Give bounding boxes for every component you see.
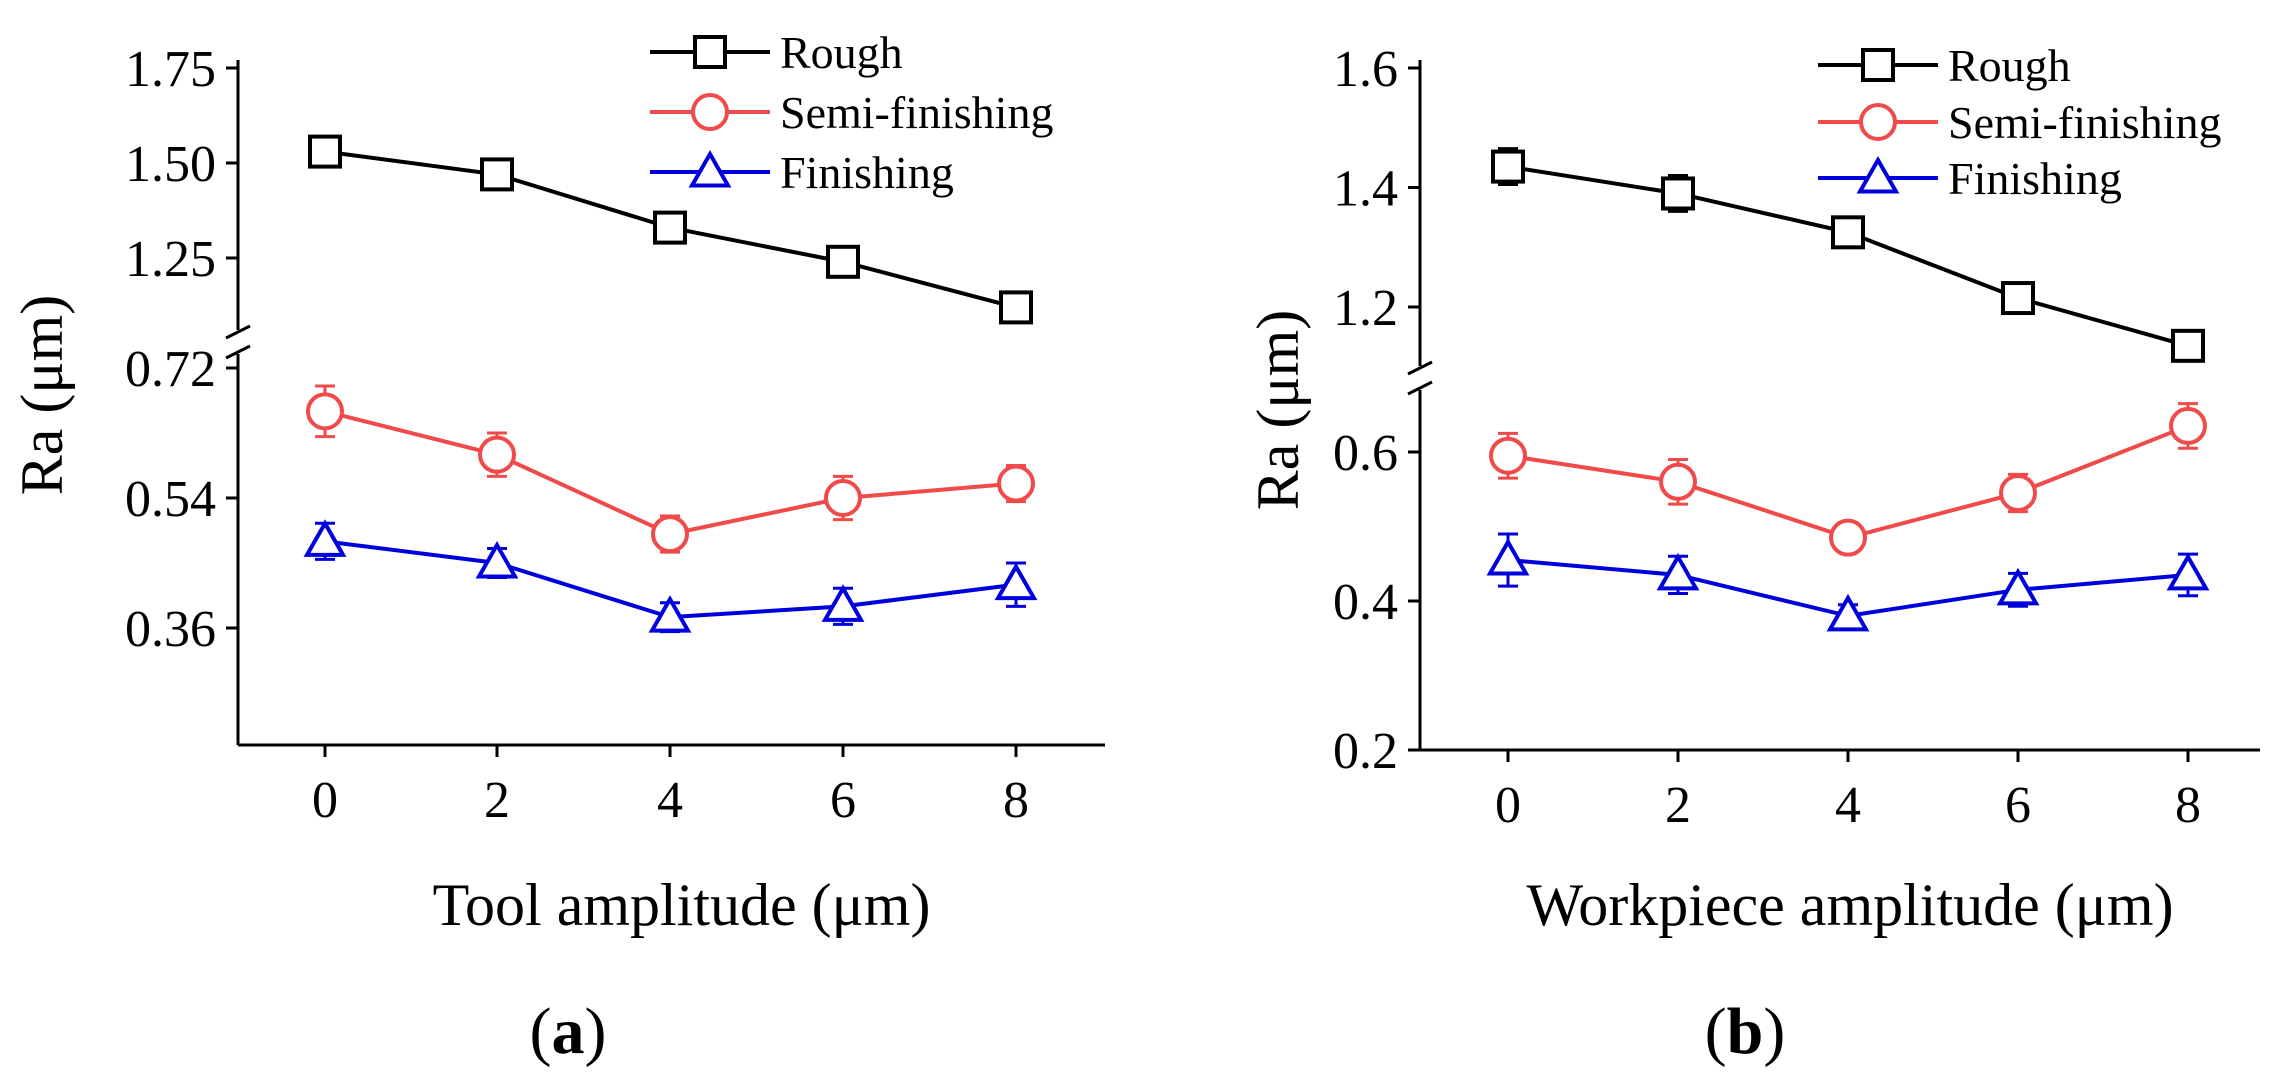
data-point bbox=[994, 562, 1038, 601]
legend-marker bbox=[688, 149, 732, 188]
legend-label: Finishing bbox=[780, 147, 954, 198]
x-axis-title: Workpiece amplitude (μm) bbox=[1526, 872, 2173, 938]
data-point bbox=[2171, 328, 2205, 363]
data-point bbox=[1831, 215, 1865, 250]
data-point bbox=[1829, 518, 1867, 557]
data-point bbox=[824, 479, 862, 517]
x-tick-label: 0 bbox=[312, 772, 338, 829]
data-point bbox=[1489, 436, 1527, 475]
data-point bbox=[821, 584, 865, 622]
x-tick-label: 8 bbox=[1003, 772, 1029, 829]
y-axis-title: Ra (μm) bbox=[9, 295, 75, 495]
data-point bbox=[2001, 281, 2035, 316]
panel-label: (a) bbox=[530, 995, 607, 1068]
data-point bbox=[1656, 552, 1700, 591]
y-tick-label: 0.2 bbox=[1333, 723, 1398, 780]
data-point bbox=[997, 464, 1035, 503]
x-tick-label: 0 bbox=[1495, 777, 1521, 834]
legend-marker bbox=[691, 93, 729, 131]
series-finishing: Finishing bbox=[1486, 153, 2210, 632]
x-tick-label: 6 bbox=[2005, 777, 2031, 834]
data-point bbox=[475, 540, 519, 579]
axis-break-mark bbox=[225, 324, 251, 340]
legend-label: Rough bbox=[1948, 40, 2071, 91]
data-point bbox=[653, 210, 687, 245]
y-tick-label: 1.75 bbox=[125, 41, 216, 98]
data-point bbox=[1826, 593, 1870, 632]
y-tick-label: 1.4 bbox=[1333, 161, 1398, 218]
chart-panel-a: 1.25 1.50 1.75 0.36 0.54 0.72 0 2 4 6 8 Tool amplit… bbox=[9, 27, 1105, 1068]
panel-label: (b) bbox=[1705, 995, 1786, 1068]
data-point bbox=[1659, 462, 1697, 501]
data-point bbox=[480, 157, 514, 192]
x-tick-label: 6 bbox=[830, 772, 856, 829]
series-semi-finishing: Semi-finishing bbox=[306, 87, 1053, 554]
axis-break-mark bbox=[225, 344, 251, 360]
panel-label-letter: b bbox=[1727, 995, 1764, 1068]
series-rough: Rough bbox=[1491, 40, 2205, 363]
y-tick-label: 1.50 bbox=[125, 136, 216, 193]
data-point bbox=[308, 134, 342, 169]
legend-marker bbox=[1861, 48, 1895, 82]
legend-marker bbox=[1856, 155, 1900, 194]
x-tick-label: 2 bbox=[484, 772, 510, 829]
data-point bbox=[1491, 149, 1525, 184]
data-point bbox=[1996, 567, 2040, 606]
legend-label: Rough bbox=[780, 27, 903, 78]
x-tick-label: 8 bbox=[2175, 777, 2201, 834]
y-tick-label: 0.4 bbox=[1333, 574, 1398, 631]
data-point bbox=[999, 290, 1033, 325]
y-axis-title: Ra (μm) bbox=[1245, 310, 1311, 510]
x-axis-title: Tool amplitude (μm) bbox=[433, 872, 931, 938]
y-tick-label: 0.6 bbox=[1333, 425, 1398, 482]
data-point bbox=[826, 244, 860, 279]
data-point bbox=[306, 392, 344, 431]
y-tick-label: 0.54 bbox=[125, 471, 216, 528]
legend-label: Semi-finishing bbox=[1948, 97, 2221, 148]
data-point bbox=[2166, 552, 2210, 591]
data-point bbox=[2169, 406, 2207, 445]
y-tick-label: 0.36 bbox=[125, 601, 216, 658]
y-tick-label: 1.25 bbox=[125, 231, 216, 288]
axis-break-mark bbox=[1407, 380, 1433, 396]
x-tick-label: 4 bbox=[1835, 777, 1861, 834]
data-point bbox=[303, 519, 347, 557]
series-rough: Rough bbox=[308, 27, 1033, 325]
legend-label: Semi-finishing bbox=[780, 87, 1053, 138]
series-finishing: Finishing bbox=[303, 147, 1038, 634]
data-point bbox=[1999, 473, 2037, 512]
legend-label: Finishing bbox=[1948, 153, 2122, 204]
x-tick-label: 2 bbox=[1665, 777, 1691, 834]
y-tick-label: 1.2 bbox=[1333, 280, 1398, 337]
data-point bbox=[648, 595, 692, 633]
y-tick-label: 1.6 bbox=[1333, 41, 1398, 98]
panel-label-letter: a bbox=[552, 995, 585, 1068]
y-tick-label: 0.72 bbox=[125, 341, 216, 398]
legend-marker bbox=[693, 35, 727, 69]
series-semi-finishing: Semi-finishing bbox=[1489, 97, 2221, 557]
data-point bbox=[1661, 176, 1695, 211]
axis-break-mark bbox=[1407, 360, 1433, 376]
legend-marker bbox=[1859, 103, 1897, 141]
data-point bbox=[651, 515, 689, 554]
data-point bbox=[1486, 537, 1530, 576]
x-tick-label: 4 bbox=[657, 772, 683, 829]
data-point bbox=[478, 435, 516, 474]
